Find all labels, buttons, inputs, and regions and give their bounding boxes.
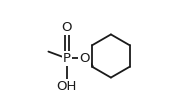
Text: P: P xyxy=(63,52,71,65)
Text: OH: OH xyxy=(56,80,77,94)
Text: O: O xyxy=(61,21,72,34)
Text: O: O xyxy=(79,52,90,65)
